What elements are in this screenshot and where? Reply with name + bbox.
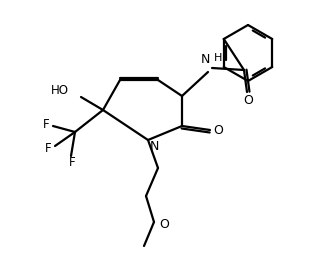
Text: N: N — [201, 53, 210, 66]
Text: O: O — [243, 94, 253, 106]
Text: F: F — [45, 142, 51, 154]
Text: HO: HO — [51, 84, 69, 96]
Text: O: O — [213, 124, 223, 136]
Text: O: O — [159, 218, 169, 232]
Text: F: F — [43, 117, 49, 131]
Text: F: F — [69, 157, 75, 169]
Text: H: H — [214, 53, 222, 63]
Text: N: N — [149, 140, 159, 154]
